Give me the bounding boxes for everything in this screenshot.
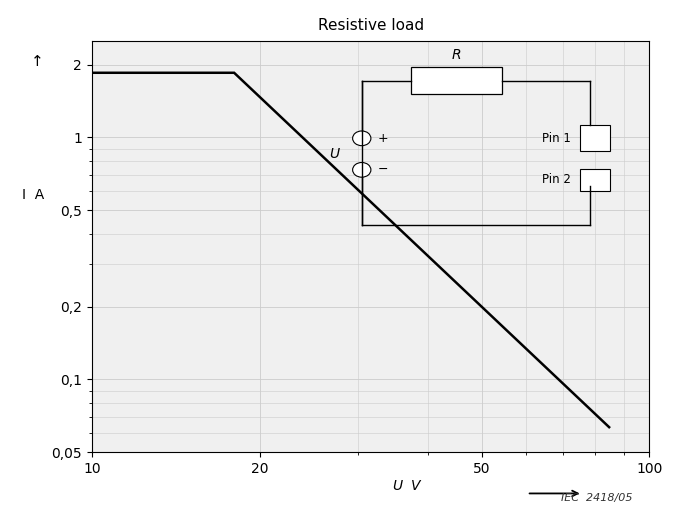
Text: +: + <box>378 132 389 145</box>
Text: Pin 1: Pin 1 <box>542 132 571 145</box>
Circle shape <box>353 131 371 145</box>
Text: I  A: I A <box>22 188 44 203</box>
Text: $U$  V: $U$ V <box>392 479 424 493</box>
Title: Resistive load: Resistive load <box>318 18 424 33</box>
Bar <box>411 67 502 94</box>
Text: ↑: ↑ <box>31 54 44 69</box>
Bar <box>581 169 610 191</box>
Bar <box>581 125 610 152</box>
Circle shape <box>353 162 371 177</box>
Text: IEC  2418/05: IEC 2418/05 <box>561 493 632 503</box>
Text: −: − <box>378 163 388 176</box>
Text: $R$: $R$ <box>452 48 462 62</box>
Text: Pin 2: Pin 2 <box>542 173 571 186</box>
Text: $U$: $U$ <box>328 147 341 161</box>
